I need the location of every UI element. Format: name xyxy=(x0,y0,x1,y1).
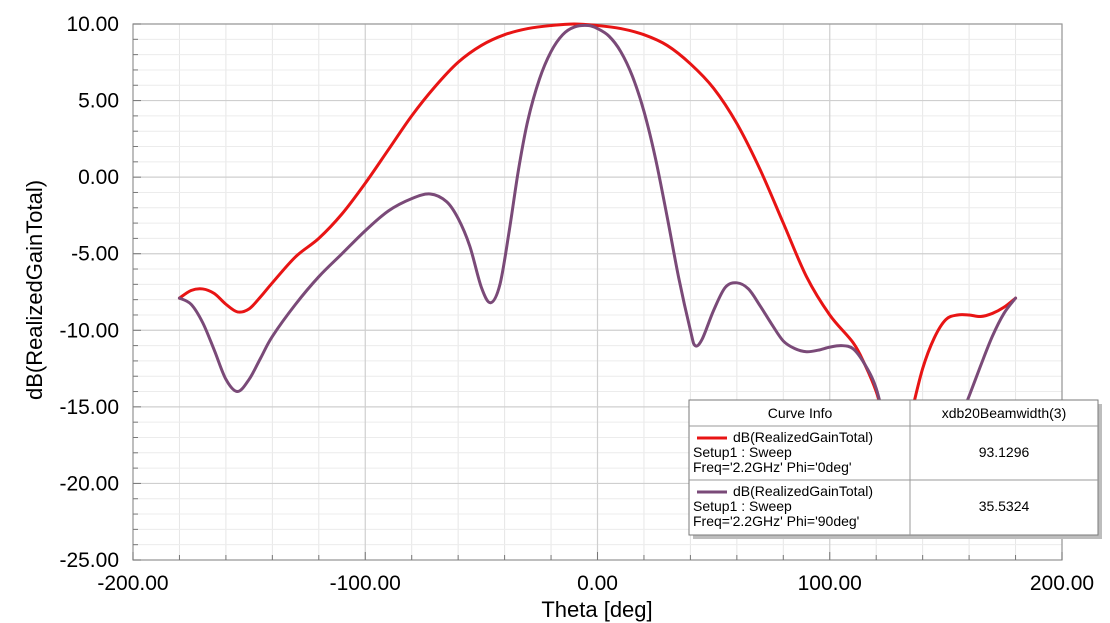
x-tick-label: 200.00 xyxy=(1030,572,1094,595)
legend-entry-freq: Freq='2.2GHz' Phi='0deg' xyxy=(693,459,852,475)
y-tick-label: -10.00 xyxy=(59,319,119,342)
y-tick-label: 10.00 xyxy=(66,13,119,36)
y-tick-label: 5.00 xyxy=(78,90,119,113)
y-tick-label: -15.00 xyxy=(59,396,119,419)
legend-entry-name: dB(RealizedGainTotal) xyxy=(733,429,873,445)
tick-marks xyxy=(132,23,1063,561)
series-line-1 xyxy=(177,22,1018,462)
legend-entry-value: 93.1296 xyxy=(979,444,1030,460)
x-tick-label: 0.00 xyxy=(577,572,618,595)
legend-entry-freq: Freq='2.2GHz' Phi='90deg' xyxy=(693,513,859,529)
legend-header-beamwidth: xdb20Beamwidth(3) xyxy=(942,405,1067,421)
legend-entry-setup: Setup1 : Sweep xyxy=(693,444,792,460)
legend-box xyxy=(688,399,1099,536)
y-tick-label: -5.00 xyxy=(71,243,119,266)
legend-entry-name: dB(RealizedGainTotal) xyxy=(733,483,873,499)
x-axis-label: Theta [deg] xyxy=(541,597,652,622)
y-axis-label: dB(RealizedGainTotal) xyxy=(22,180,47,400)
legend-entry-value: 35.5324 xyxy=(979,498,1030,514)
y-tick-label: 0.00 xyxy=(78,166,119,189)
legend[interactable]: Curve Info xdb20Beamwidth(3) dB(RealizedGa… xyxy=(688,399,1102,539)
y-tick-label: -25.00 xyxy=(59,549,119,572)
x-tick-label: -100.00 xyxy=(330,572,401,595)
y-tick-label: -20.00 xyxy=(59,472,119,495)
x-tick-labels: -200.00 -100.00 0.00 100.00 200.00 xyxy=(97,572,1094,595)
x-tick-label: 100.00 xyxy=(798,572,862,595)
legend-entry-setup: Setup1 : Sweep xyxy=(693,498,792,514)
x-tick-label: -200.00 xyxy=(97,572,168,595)
legend-header-curve-info: Curve Info xyxy=(768,405,833,421)
y-tick-labels: 10.00 5.00 0.00 -5.00 -10.00 -15.00 -20.00 -25.… xyxy=(59,13,119,572)
